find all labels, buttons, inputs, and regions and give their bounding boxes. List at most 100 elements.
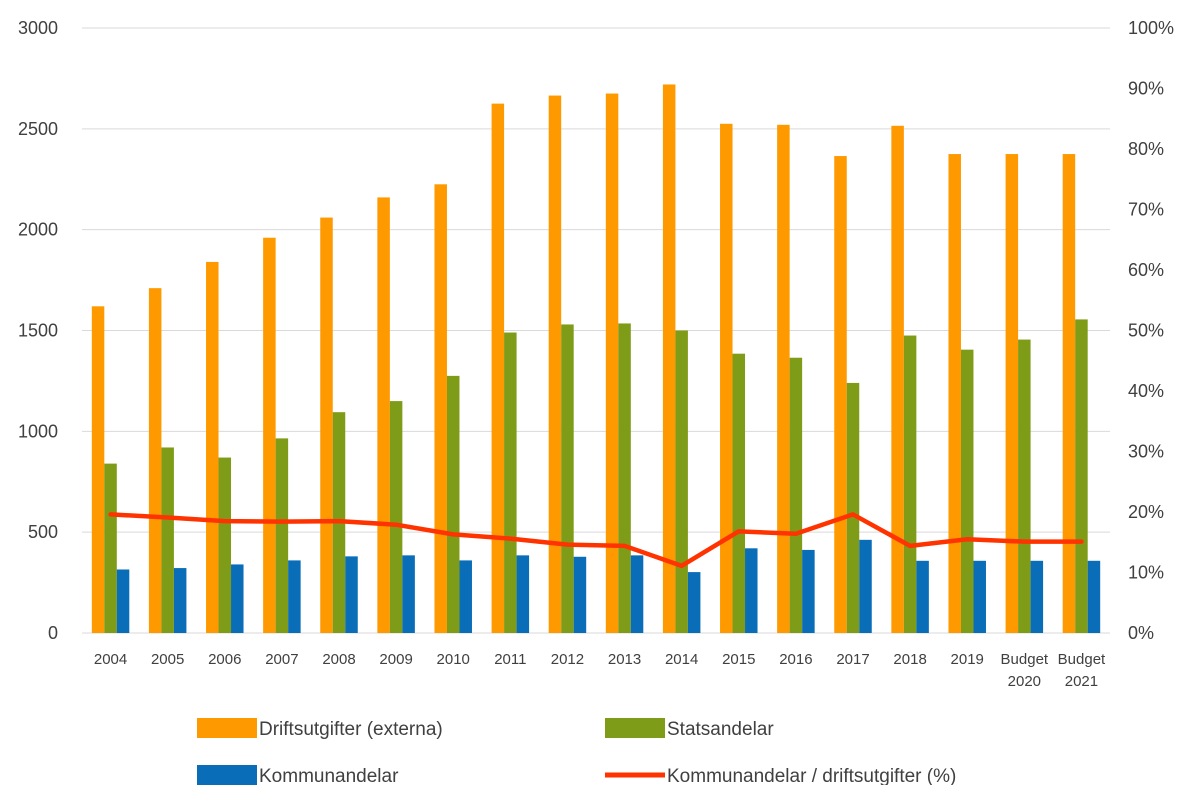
bar-series-2-9	[630, 555, 644, 633]
bar-series-0-2	[206, 261, 219, 633]
legend-swatch-2	[197, 765, 257, 785]
bar-series-0-14	[891, 125, 904, 633]
line-series-3	[108, 512, 1084, 569]
x-tick-label: 2008	[322, 651, 355, 668]
bar-series-1-5	[389, 401, 403, 633]
bar-series-2-15	[973, 560, 986, 633]
x-tick-label: 2007	[265, 651, 298, 668]
bar-series-2-10	[687, 572, 701, 633]
left-tick-label: 500	[28, 522, 58, 542]
bar-series-2-16	[1030, 560, 1044, 633]
bars	[91, 84, 1101, 634]
bar-series-0-7	[491, 103, 505, 633]
x-tick-label: 2017	[836, 651, 869, 668]
bar-series-2-8	[573, 556, 587, 633]
x-tick-label: Budget	[1058, 651, 1106, 668]
right-tick-label: 80%	[1128, 139, 1164, 159]
left-tick-label: 2500	[18, 119, 58, 139]
x-tick-label: 2021	[1065, 673, 1098, 690]
bar-series-2-17	[1087, 560, 1101, 633]
left-tick-label: 1000	[18, 421, 58, 441]
bar-series-0-17	[1062, 154, 1076, 633]
legend-label-1: Statsandelar	[667, 719, 774, 740]
bar-series-1-7	[504, 332, 517, 633]
bar-series-0-16	[1005, 154, 1019, 633]
bar-series-1-17	[1075, 319, 1088, 633]
bar-series-0-8	[548, 95, 562, 633]
bar-series-0-3	[263, 237, 276, 633]
left-tick-label: 0	[48, 623, 58, 643]
ratio-line	[108, 512, 1084, 569]
bar-series-0-15	[948, 154, 961, 633]
bar-series-0-9	[605, 93, 619, 633]
bar-series-2-14	[916, 560, 929, 633]
bar-series-0-6	[434, 184, 447, 633]
x-tick-label: 2020	[1008, 673, 1041, 690]
bar-series-0-5	[377, 197, 390, 633]
x-tick-label: 2013	[608, 651, 641, 668]
bar-series-2-3	[288, 560, 301, 633]
legend-label-0: Driftsutgifter (externa)	[259, 719, 443, 740]
x-tick-label: 2012	[551, 651, 584, 668]
x-tick-label: 2019	[951, 651, 984, 668]
bar-series-1-2	[218, 457, 232, 633]
bar-series-1-10	[675, 330, 688, 633]
right-tick-label: 40%	[1128, 381, 1164, 401]
bar-series-2-12	[802, 549, 815, 633]
left-tick-label: 2000	[18, 220, 58, 240]
bar-series-2-0	[116, 569, 130, 633]
right-tick-label: 20%	[1128, 502, 1164, 522]
x-tick-label: 2005	[151, 651, 184, 668]
bar-series-1-9	[618, 323, 631, 633]
bar-series-1-3	[275, 438, 289, 633]
x-tick-label: 2018	[893, 651, 926, 668]
bar-series-1-16	[1018, 339, 1031, 633]
legend-swatch-1	[605, 718, 665, 738]
right-tick-label: 0%	[1128, 623, 1154, 643]
bar-series-0-4	[320, 217, 333, 634]
bar-series-2-7	[516, 555, 530, 633]
bar-series-1-15	[960, 349, 974, 633]
bar-series-1-1	[161, 447, 174, 633]
bar-series-1-11	[732, 353, 746, 633]
bar-series-1-13	[846, 382, 860, 633]
right-tick-label: 100%	[1128, 18, 1174, 38]
bar-series-1-12	[789, 357, 803, 633]
bar-series-2-1	[173, 568, 187, 633]
gridlines	[82, 27, 1110, 634]
legend-swatch-0	[197, 718, 257, 738]
right-tick-label: 50%	[1128, 321, 1164, 341]
bar-series-2-13	[859, 539, 872, 633]
bar-series-0-11	[720, 123, 733, 634]
bar-series-0-10	[662, 84, 676, 633]
right-tick-label: 90%	[1128, 79, 1164, 99]
legend: Driftsutgifter (externa) Statsandelar Komm…	[197, 718, 956, 787]
bar-series-0-0	[91, 306, 105, 633]
left-tick-label: 3000	[18, 18, 58, 38]
x-tick-label: 2011	[494, 651, 526, 668]
bar-series-0-13	[834, 156, 847, 633]
bar-series-2-11	[745, 548, 758, 633]
x-tick-label: 2010	[437, 651, 470, 668]
left-tick-label: 1500	[18, 321, 58, 341]
bar-series-2-6	[459, 560, 472, 633]
legend-label-2: Kommunandelar	[259, 766, 399, 785]
right-tick-label: 70%	[1128, 200, 1164, 220]
bar-series-0-1	[148, 288, 162, 633]
bar-series-0-12	[777, 124, 790, 634]
legend-label-3: Kommunandelar / driftsutgifter (%)	[667, 766, 956, 785]
right-tick-label: 10%	[1128, 563, 1164, 583]
x-tick-label: 2006	[208, 651, 241, 668]
x-tick-label: 2016	[779, 651, 812, 668]
right-tick-label: 60%	[1128, 260, 1164, 280]
bar-series-2-2	[231, 564, 244, 633]
x-tick-label: 2015	[722, 651, 755, 668]
x-axis: 2004 2005 2006 2007 2008 2009 2010 2011 2012 2013…	[94, 651, 1106, 690]
x-tick-label: 2004	[94, 651, 127, 668]
right-tick-label: 30%	[1128, 442, 1164, 462]
x-tick-label: 2009	[379, 651, 412, 668]
bar-series-2-4	[345, 556, 358, 633]
right-axis: 0% 10% 20% 30% 40% 50% 60% 70% 80% 90% 100%	[1128, 18, 1174, 643]
